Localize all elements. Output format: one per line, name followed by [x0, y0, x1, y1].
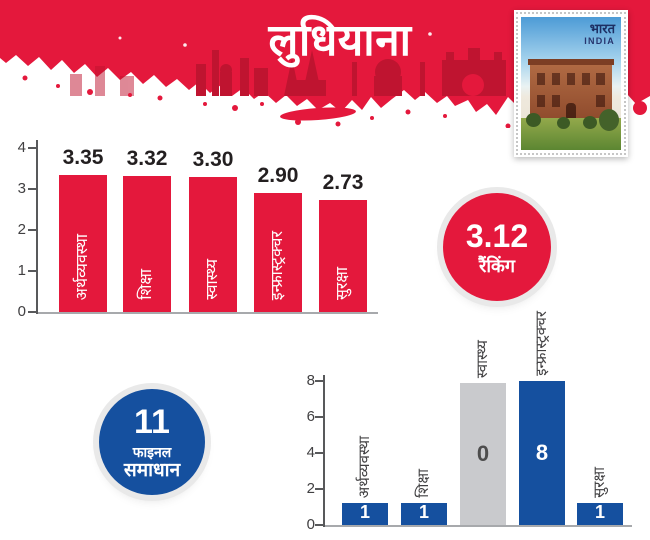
bar-category-text: सुरक्षा	[591, 467, 608, 498]
bar: 1	[577, 502, 623, 525]
y-axis	[36, 140, 38, 314]
y-tick-label: 0	[306, 516, 315, 533]
city-scores-bar-chart: 0 1 2 3 4 अर्थव्यवस्था 3.35 शिक्षा 3.32 स्वास्थ्य…	[0, 128, 400, 328]
final-solutions-badge: 11 फाइनल समाधान	[99, 389, 205, 495]
ranking-badge: 3.12 रैंकिंग	[443, 193, 551, 301]
bar-category-label: अर्थव्यवस्था	[334, 436, 396, 498]
final-solutions-value: 11	[134, 402, 170, 441]
bar-value-label: 0	[476, 441, 490, 466]
bar-category-label: शिक्षा	[393, 469, 455, 498]
y-tick	[28, 188, 38, 190]
tree-icon	[599, 109, 619, 132]
y-tick-label: 1	[17, 262, 26, 279]
bar: शिक्षा	[123, 176, 171, 312]
y-tick	[28, 229, 38, 231]
bar-category-text: अर्थव्यवस्था	[74, 233, 91, 300]
bar: 8	[519, 381, 565, 525]
y-tick-label: 6	[306, 408, 315, 425]
bar: 1	[342, 502, 388, 525]
bar: सुरक्षा	[319, 200, 367, 312]
tree-icon	[583, 115, 597, 129]
x-axis-baseline	[325, 525, 632, 527]
bar-category-text: इन्फ्रास्ट्रक्चर	[533, 311, 550, 376]
final-solutions-label-line2: समाधान	[123, 459, 181, 481]
y-tick	[315, 524, 325, 526]
bar: अर्थव्यवस्था	[59, 175, 107, 312]
bar-category-text: शिक्षा	[415, 469, 432, 498]
y-tick-label: 4	[17, 139, 26, 156]
india-stamp: भारत INDIA	[514, 10, 628, 157]
bar-value-label: 3.32	[126, 147, 168, 170]
stamp-country-hindi: भारत	[589, 21, 615, 37]
bar-value-label: 3.30	[192, 148, 234, 171]
y-tick	[315, 488, 325, 490]
bar-category-label: इन्फ्रास्ट्रक्चर	[511, 311, 573, 376]
paint-splatter-dots	[22, 75, 647, 128]
bar: 1	[401, 502, 447, 525]
bar-category-label: सुरक्षा	[569, 467, 631, 498]
final-solutions-label-line1: फाइनल	[132, 443, 172, 460]
bar-category-text: इन्फ्रास्ट्रक्चर	[269, 230, 286, 300]
bar-category-label: शिक्षा	[123, 269, 171, 300]
ranking-value: 3.12	[465, 217, 529, 254]
y-tick	[315, 452, 325, 454]
y-tick-label: 8	[306, 372, 315, 389]
bar-category-label: स्वास्थ्य	[189, 259, 237, 300]
bar: 0	[460, 383, 506, 525]
y-axis	[323, 375, 325, 527]
bar-value-label: 1	[359, 502, 370, 522]
bar-category-text: अर्थव्यवस्था	[356, 435, 373, 498]
bar-value-label: 3.35	[62, 146, 104, 169]
bar-value-label: 2.90	[257, 164, 299, 187]
stamp-country-label: भारत INDIA	[584, 22, 615, 46]
page-title: लुधियाना	[268, 16, 412, 65]
y-tick	[315, 416, 325, 418]
y-tick-label: 3	[17, 180, 26, 197]
ranking-label: रैंकिंग	[479, 255, 515, 276]
final-solutions-count-bar-chart: 0 2 4 6 8 1 अर्थव्यवस्था 1 शिक्षा 0 स्वास्थ्य 8 इन्फ…	[295, 292, 650, 538]
y-tick-label: 0	[17, 303, 26, 320]
bar-category-text: स्वास्थ्य	[204, 259, 221, 300]
bar-category-label: अर्थव्यवस्था	[59, 234, 107, 300]
bar-category-text: शिक्षा	[138, 269, 155, 300]
y-tick-label: 2	[17, 221, 26, 238]
bar-value-label: 1	[594, 502, 605, 522]
bar: इन्फ्रास्ट्रक्चर	[254, 193, 302, 312]
y-tick	[315, 380, 325, 382]
bar-value-label: 2.73	[322, 171, 364, 194]
bar-category-label: स्वास्थ्य	[452, 340, 514, 378]
y-tick-label: 2	[306, 480, 315, 497]
header-banner: लुधियाना	[0, 0, 650, 128]
stamp-country-english: INDIA	[584, 35, 615, 46]
tree-icon	[557, 116, 570, 129]
banner-splash-art	[0, 0, 650, 128]
y-tick	[28, 270, 38, 272]
bar-value-label: 1	[418, 502, 429, 522]
bar-category-label: इन्फ्रास्ट्रक्चर	[254, 231, 302, 300]
bar-value-label: 8	[535, 440, 549, 465]
y-tick	[28, 311, 38, 313]
tree-icon	[526, 113, 541, 128]
bar-category-text: स्वास्थ्य	[474, 339, 491, 378]
y-tick-label: 4	[306, 444, 315, 461]
heritage-building-icon	[527, 58, 615, 123]
y-tick	[28, 147, 38, 149]
x-axis-baseline	[38, 312, 378, 314]
bar: स्वास्थ्य	[189, 177, 237, 312]
stamp-building-photo: भारत INDIA	[521, 17, 621, 150]
